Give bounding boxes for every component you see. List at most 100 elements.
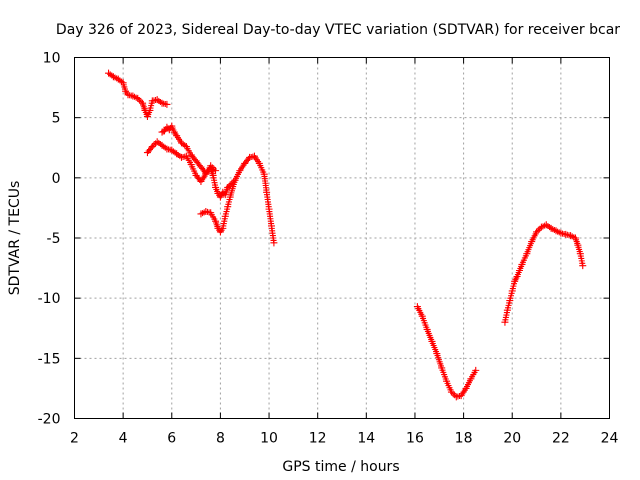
data-marker [146, 109, 153, 116]
x-tick-label: 22 [552, 431, 570, 447]
data-marker [172, 130, 179, 137]
data-marker [556, 229, 563, 236]
data-marker [451, 392, 458, 399]
data-marker [576, 248, 583, 255]
data-point [212, 167, 220, 175]
data-marker [157, 99, 164, 106]
data-marker [438, 362, 445, 369]
grid [74, 57, 610, 419]
data-marker [268, 220, 275, 227]
data-marker [442, 375, 449, 382]
data-marker [221, 215, 228, 222]
x-tick-label: 14 [357, 431, 375, 447]
data-marker [249, 153, 256, 160]
data-marker [428, 336, 435, 343]
data-point [192, 157, 200, 165]
data-point [109, 73, 117, 81]
data-marker [137, 98, 144, 105]
data-marker [113, 75, 120, 82]
y-tick-label: -20 [38, 412, 61, 428]
data-marker [461, 387, 468, 394]
series-arc-2 [158, 122, 239, 201]
data-marker [270, 237, 277, 244]
y-tick-label: 10 [43, 51, 61, 67]
x-tick-label: 12 [309, 431, 327, 447]
data-marker [260, 169, 267, 176]
data-marker [211, 216, 218, 223]
data-marker [170, 127, 177, 134]
data-marker [433, 348, 440, 355]
data-marker [546, 224, 553, 231]
data-point [114, 75, 122, 83]
data-marker [172, 149, 179, 156]
data-marker [579, 260, 586, 267]
data-point [547, 224, 555, 232]
data-marker [162, 144, 169, 151]
x-axis-label: GPS time / hours [282, 459, 399, 475]
data-marker [141, 105, 148, 112]
x-tick-label: 16 [406, 431, 424, 447]
plot-frame [74, 57, 610, 419]
x-tick-label: 4 [119, 431, 128, 447]
series-arc-6 [501, 221, 587, 326]
data-marker [218, 227, 225, 234]
data-marker [162, 101, 169, 108]
data-marker [191, 156, 198, 163]
data-point [537, 223, 545, 231]
data-point [153, 138, 161, 146]
data-marker [532, 230, 539, 237]
data-marker [508, 290, 515, 297]
data-marker [209, 170, 216, 177]
y-tick-label: -5 [47, 231, 61, 247]
data-marker [265, 203, 272, 210]
data-marker [506, 299, 513, 306]
series-arc-4 [197, 152, 278, 247]
data-marker [224, 186, 231, 193]
data-marker [187, 149, 194, 156]
data-marker [214, 188, 221, 195]
series-arc-3 [143, 138, 220, 185]
x-tick-label: 2 [70, 431, 79, 447]
data-marker [263, 187, 270, 194]
data-series [105, 69, 587, 401]
data-marker [157, 141, 164, 148]
y-axis-label: SDTVAR / TECUs [7, 181, 23, 296]
data-marker [128, 92, 135, 99]
data-marker [201, 173, 208, 180]
data-marker [471, 369, 478, 376]
chart-title: Day 326 of 2023, Sidereal Day-to-day VTE… [56, 22, 620, 38]
data-point [134, 94, 142, 102]
data-marker [574, 240, 581, 247]
x-tick-label: 10 [260, 431, 278, 447]
data-point [148, 143, 156, 151]
y-tick-label: 5 [52, 111, 61, 127]
data-marker [152, 97, 159, 104]
x-tick-labels: 2 4 6 8 10 12 14 16 18 20 22 24 [70, 431, 618, 447]
data-point [197, 163, 205, 171]
data-point [552, 227, 560, 235]
data-marker [536, 225, 543, 232]
data-marker [511, 280, 518, 287]
series-arc-5 [413, 303, 480, 401]
data-marker [522, 252, 529, 259]
data-marker [108, 72, 115, 79]
data-marker [240, 162, 247, 169]
x-tick-label: 18 [455, 431, 473, 447]
data-marker [561, 230, 568, 237]
data-marker [513, 275, 520, 282]
data-marker [118, 78, 125, 85]
data-marker [133, 94, 140, 101]
data-marker [231, 179, 238, 186]
series-arc-1 [105, 69, 171, 120]
data-marker [255, 158, 262, 165]
data-point [226, 181, 234, 189]
data-point [542, 221, 550, 229]
y-tick-labels: 10 5 0 -5 -10 -15 -20 [38, 51, 61, 428]
x-tick-label: 24 [601, 431, 619, 447]
data-marker [423, 324, 430, 331]
data-marker [226, 196, 233, 203]
data-marker [214, 223, 221, 230]
x-tick-label: 20 [503, 431, 521, 447]
data-marker [466, 377, 473, 384]
